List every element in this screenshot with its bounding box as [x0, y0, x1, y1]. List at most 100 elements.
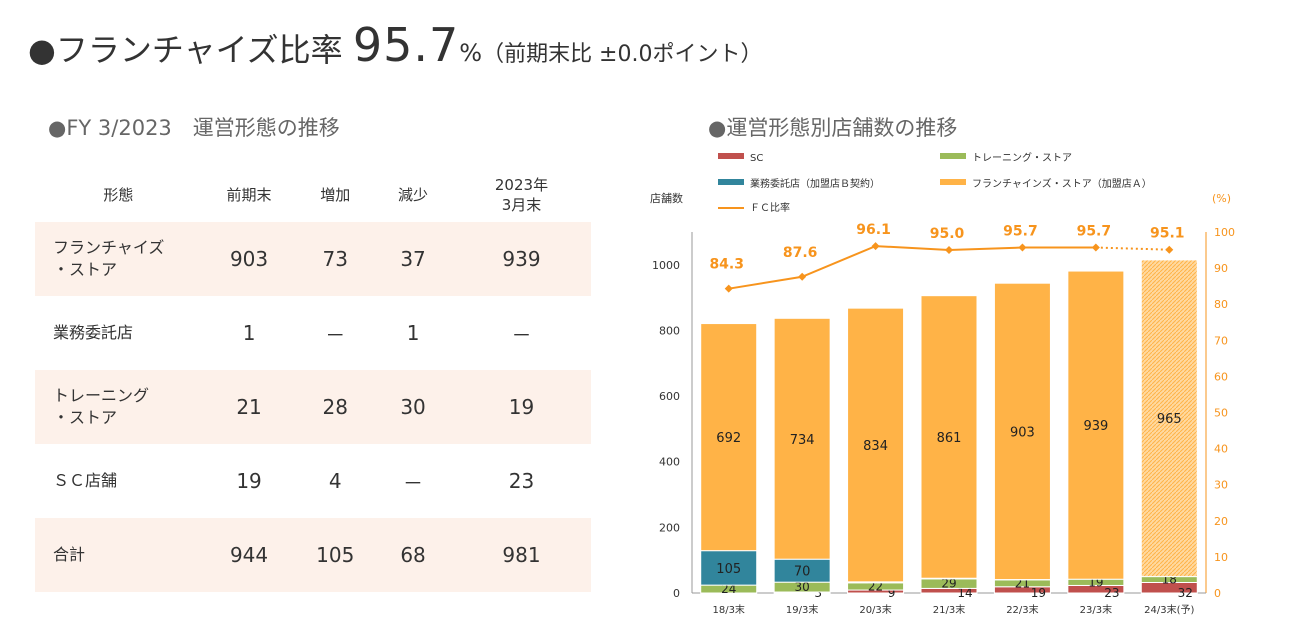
cell: 23 [508, 469, 535, 493]
fc-ratio-label: 95.1 [1150, 226, 1185, 242]
y2-tick-label: 80 [1214, 298, 1228, 311]
legend-label: SC [750, 153, 763, 164]
y-tick-label: 0 [673, 587, 680, 600]
x-tick-label: 23/3末 [1080, 603, 1112, 616]
y-tick-label: 600 [659, 390, 680, 403]
cell: 1 [242, 321, 256, 345]
cell: 944 [201, 518, 297, 592]
fc-ratio-marker [945, 246, 953, 255]
data-label: 734 [790, 433, 815, 448]
fc-ratio-label: 95.7 [1003, 224, 1038, 240]
cell: 939 [451, 222, 591, 296]
fc-ratio-marker [1165, 245, 1174, 254]
data-label: 70 [794, 565, 811, 580]
cell: － [325, 322, 346, 347]
column-header: 前期末 [226, 186, 272, 204]
cell: 1 [406, 321, 420, 345]
fc-ratio-label: 95.7 [1077, 224, 1112, 240]
bar-3 [993, 282, 1051, 581]
table-row: フランチャイズ ・ストア 903 73 37 939 [35, 222, 591, 296]
fc-ratio-label: 87.6 [783, 245, 818, 261]
row-label: トレーニング ・ストア [35, 370, 202, 444]
fc-ratio-forecast-line [1095, 246, 1170, 251]
data-label: 29 [941, 577, 956, 591]
y2-axis-label: (%) [1212, 192, 1231, 205]
fc-ratio-label: 84.3 [709, 257, 744, 273]
data-label: 834 [863, 439, 888, 454]
data-label: 903 [1010, 425, 1035, 440]
data-label: 23 [1104, 586, 1119, 600]
cell: 981 [451, 518, 591, 592]
table-row: ＳＣ店舗 19 4 － 23 [35, 444, 591, 518]
data-label: 14 [957, 586, 972, 600]
legend-label: 業務委託店（加盟店Ｂ契約） [750, 177, 880, 190]
cell: 73 [296, 222, 375, 296]
chart-subtitle: ●運営形態別店舗数の推移 [708, 116, 958, 140]
legend-label: ＦＣ比率 [750, 201, 790, 214]
bar-3 [920, 295, 978, 579]
column-header: 2023年 3月末 [494, 176, 549, 214]
cell: 105 [296, 518, 375, 592]
cell: 19 [451, 370, 591, 444]
bar-3 [700, 323, 758, 552]
row-label: ＳＣ店舗 [53, 471, 118, 490]
cell: 903 [201, 222, 297, 296]
column-header: 形態 [103, 186, 134, 204]
y-axis-label: 店舗数 [650, 191, 683, 205]
column-header: 減少 [398, 186, 429, 204]
cell: 30 [374, 370, 452, 444]
data-label: 30 [795, 580, 810, 594]
legend-swatch [718, 179, 744, 185]
fc-ratio-marker [724, 284, 733, 293]
y2-tick-label: 100 [1214, 226, 1235, 239]
data-label: 19 [1031, 586, 1046, 600]
y2-tick-label: 50 [1214, 407, 1228, 420]
page-title: ●フランチャイズ比率 95.7%（前期末比 ±0.0ポイント） [28, 18, 763, 72]
bar-3 [847, 307, 905, 583]
fc-ratio-marker [1018, 243, 1027, 252]
legend-swatch [940, 153, 966, 159]
fc-ratio-label: 96.1 [856, 222, 891, 238]
data-label: 939 [1083, 419, 1108, 434]
table-subtitle: ●FY 3/2023 運営形態の推移 [48, 116, 340, 140]
cell: 4 [328, 469, 342, 493]
bar-3 [773, 317, 831, 560]
row-label: 業務委託店 [53, 323, 134, 342]
cell: 37 [374, 222, 452, 296]
x-tick-label: 24/3末(予) [1144, 603, 1194, 616]
x-tick-label: 18/3末 [712, 603, 744, 616]
y2-tick-label: 30 [1214, 479, 1228, 492]
y2-tick-label: 40 [1214, 443, 1228, 456]
bar-3 [1067, 270, 1125, 580]
y-tick-label: 400 [659, 456, 680, 469]
store-count-chart: 0 200 400 600 800 1000 0 10 20 30 40 50 60 70 80 90 100 店… [650, 151, 1235, 616]
x-tick-label: 22/3末 [1006, 603, 1038, 616]
y2-tick-label: 70 [1214, 334, 1228, 347]
cell: 21 [201, 370, 297, 444]
legend-swatch [718, 153, 744, 159]
y2-tick-label: 10 [1214, 551, 1228, 564]
row-label: フランチャイズ ・ストア [35, 222, 202, 296]
x-tick-label: 21/3末 [933, 603, 965, 616]
data-label: 3 [814, 586, 822, 600]
data-label: 105 [716, 562, 741, 577]
y2-tick-label: 60 [1214, 370, 1228, 383]
fc-ratio: 95.7 [352, 18, 460, 72]
row-label: 合計 [35, 518, 202, 592]
data-label: 692 [716, 431, 741, 446]
bar-3 [1140, 259, 1198, 578]
data-label: 32 [1178, 586, 1193, 600]
y2-tick-label: 0 [1214, 587, 1221, 600]
cell: 19 [236, 469, 262, 493]
legend-label: トレーニング・ストア [972, 151, 1072, 164]
table-row: トレーニング ・ストア 21 28 30 19 [35, 370, 591, 444]
y-tick-label: 1000 [652, 259, 680, 272]
data-label: 9 [888, 586, 896, 600]
fc-ratio-marker [798, 272, 807, 281]
data-label: 965 [1157, 412, 1182, 427]
cell: 28 [296, 370, 375, 444]
y-tick-label: 200 [659, 521, 680, 534]
cell: － [511, 322, 532, 347]
store-format-table: 形態 前期末 増加 減少 2023年 3月末 フランチャイズ ・ストア 903 73 37 939 業務… [35, 168, 591, 592]
cell: 68 [374, 518, 452, 592]
